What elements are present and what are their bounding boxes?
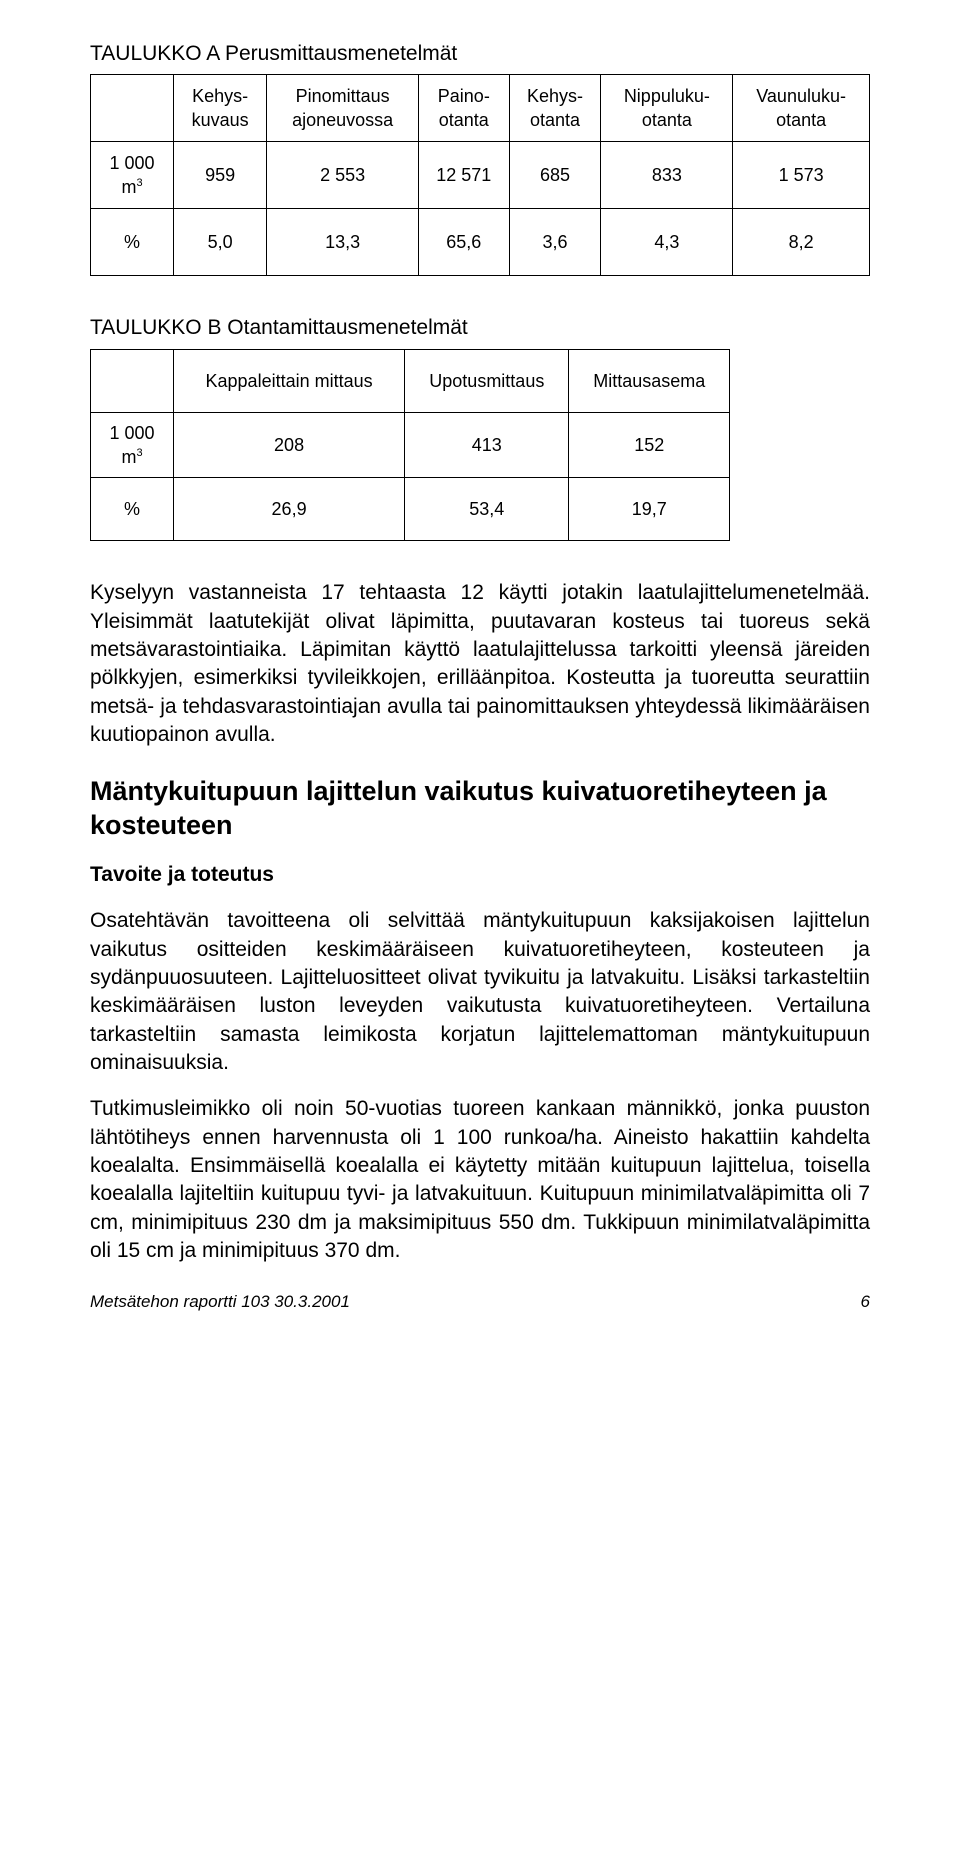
table-a-col-0: Kehys- kuvaus <box>174 75 267 142</box>
table-a-r1c2: 12 571 <box>419 142 510 209</box>
table-b-row1-label: 1 000 m3 <box>91 412 174 478</box>
table-a: Kehys- kuvaus Pinomittaus ajoneuvossa Pa… <box>90 74 870 276</box>
table-b-col-2: Mittausasema <box>569 349 730 412</box>
table-b: Kappaleittain mittaus Upotusmittaus Mitt… <box>90 349 730 542</box>
footer-page-number: 6 <box>861 1291 870 1314</box>
table-b-r1c1: 413 <box>405 412 569 478</box>
table-a-r1c5: 1 573 <box>733 142 870 209</box>
table-a-row1-label-m: m <box>121 177 136 197</box>
table-b-col-0: Kappaleittain mittaus <box>174 349 405 412</box>
table-a-col-3: Kehys- otanta <box>509 75 601 142</box>
table-b-row2-label: % <box>91 478 174 541</box>
table-a-col-2: Paino- otanta <box>419 75 510 142</box>
table-a-row1-label: 1 000 m3 <box>91 142 174 209</box>
table-b-corner <box>91 349 174 412</box>
table-a-r2c1: 13,3 <box>267 209 419 276</box>
table-a-r2c4: 4,3 <box>601 209 733 276</box>
table-a-r1c3: 685 <box>509 142 601 209</box>
table-a-row2-label: % <box>91 209 174 276</box>
table-b-r1c0: 208 <box>174 412 405 478</box>
table-a-r2c3: 3,6 <box>509 209 601 276</box>
table-b-title: TAULUKKO B Otantamittausmenetelmät <box>90 314 870 342</box>
section-heading: Mäntykuitupuun lajittelun vaikutus kuiva… <box>90 775 870 843</box>
table-b-row1-label-sup: 3 <box>136 447 142 459</box>
table-b-row1-label-top: 1 000 <box>109 423 154 443</box>
table-a-r2c0: 5,0 <box>174 209 267 276</box>
paragraph-3: Tutkimusleimikko oli noin 50-vuotias tuo… <box>90 1095 870 1265</box>
table-a-r1c0: 959 <box>174 142 267 209</box>
table-a-r1c1: 2 553 <box>267 142 419 209</box>
sub-heading: Tavoite ja toteutus <box>90 861 870 889</box>
table-a-title: TAULUKKO A Perusmittausmenetelmät <box>90 40 870 68</box>
table-b-header-row: Kappaleittain mittaus Upotusmittaus Mitt… <box>91 349 730 412</box>
table-b-r2c1: 53,4 <box>405 478 569 541</box>
table-b-row-1: 1 000 m3 208 413 152 <box>91 412 730 478</box>
table-b-r1c2: 152 <box>569 412 730 478</box>
table-a-r1c4: 833 <box>601 142 733 209</box>
table-a-corner <box>91 75 174 142</box>
table-a-r2c5: 8,2 <box>733 209 870 276</box>
table-a-row-1: 1 000 m3 959 2 553 12 571 685 833 1 573 <box>91 142 870 209</box>
table-a-row-2: % 5,0 13,3 65,6 3,6 4,3 8,2 <box>91 209 870 276</box>
table-b-row1-label-m: m <box>121 447 136 467</box>
table-a-r2c2: 65,6 <box>419 209 510 276</box>
table-b-col-1: Upotusmittaus <box>405 349 569 412</box>
table-a-header-row: Kehys- kuvaus Pinomittaus ajoneuvossa Pa… <box>91 75 870 142</box>
table-b-row-2: % 26,9 53,4 19,7 <box>91 478 730 541</box>
table-a-row1-label-sup: 3 <box>136 177 142 189</box>
footer-left: Metsätehon raportti 103 30.3.2001 <box>90 1291 350 1314</box>
table-a-col-1: Pinomittaus ajoneuvossa <box>267 75 419 142</box>
table-a-col-5: Vaunuluku- otanta <box>733 75 870 142</box>
paragraph-2: Osatehtävän tavoitteena oli selvittää mä… <box>90 907 870 1077</box>
table-a-row1-label-top: 1 000 <box>109 153 154 173</box>
page-footer: Metsätehon raportti 103 30.3.2001 6 <box>90 1291 870 1314</box>
table-a-col-4: Nippuluku- otanta <box>601 75 733 142</box>
table-b-r2c2: 19,7 <box>569 478 730 541</box>
table-b-r2c0: 26,9 <box>174 478 405 541</box>
paragraph-1: Kyselyyn vastanneista 17 tehtaasta 12 kä… <box>90 579 870 749</box>
